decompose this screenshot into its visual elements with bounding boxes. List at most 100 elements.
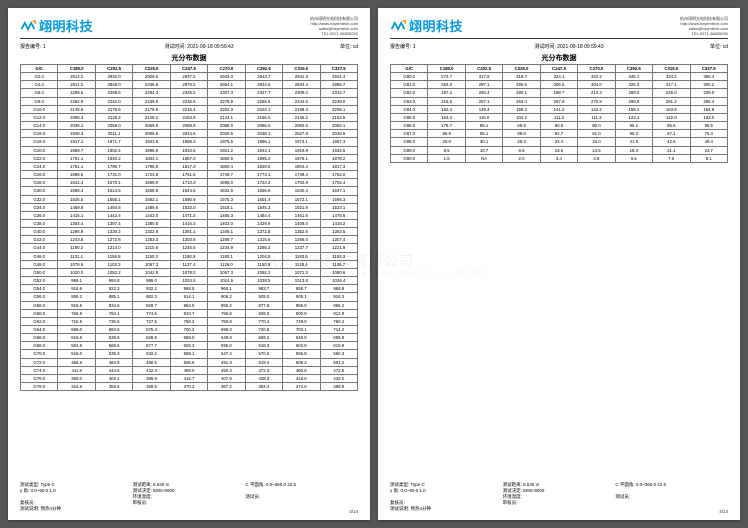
cell: 2148.6 [58,105,95,113]
cell: 810.7 [170,309,207,317]
cell: 1840.2 [95,154,132,162]
cell: 2146.2 [283,113,320,121]
cell: 1415.1 [58,211,95,219]
cell: 1724.3 [245,179,282,187]
table-row: G58.0815.5834.5829.7863.5855.2877.5855.0… [21,301,358,309]
company-tel: TEL:0571-56835290 [680,31,728,36]
cell: 9.8 [503,146,540,154]
cell: 141.2 [540,105,577,113]
cell: G30.0 [21,187,58,195]
cell: 1917.1 [58,138,95,146]
cell: G68.0 [21,342,58,350]
table-row: G89.08.510.79.813.514.518.321.124.7 [391,146,728,154]
table-row: G18.01917.11971.71933.51988.31975.61996.… [21,138,358,146]
cell: 1702.9 [283,179,320,187]
cell: 2244.6 [283,97,320,105]
cell: 760.2 [320,317,358,325]
cell: 418.5 [283,374,320,382]
cell: 1749.4 [283,171,320,179]
cell: 1796.5 [133,162,170,170]
table-row: G8.02282.92242.02249.02236.52278.92258.6… [21,97,358,105]
cell: 3.4 [540,154,577,162]
cell: 735.5 [95,317,132,325]
cell: 322.2 [578,73,615,81]
cell: 2178.6 [95,105,132,113]
logo: 翊明科技 [390,16,463,35]
cell: 280.4 [465,89,502,97]
cell: G74.0 [21,366,58,374]
logo-text: 翊明科技 [409,16,463,35]
cell: 2258.6 [245,97,282,105]
cell: 2088.8 [170,122,207,130]
cell: 1575.3 [208,195,245,203]
cell: 257.1 [465,97,502,105]
cell: 459.0 [170,366,207,374]
cell: 1555.1 [95,195,132,203]
cell: 197.2 [428,89,465,97]
cell: 1670.1 [95,179,132,187]
cell: 1193.3 [320,252,358,260]
cell: G44.0 [21,244,58,252]
table-row: G87.096.955.188.892.791.086.367.176.3 [391,130,728,138]
cell: 1494.6 [95,203,132,211]
cell: 1552.1 [133,195,170,203]
cell: 932.2 [133,285,170,293]
col-header: C270.0 [208,65,245,73]
cell: 358.5 [95,383,132,391]
cell: 968.5 [170,285,207,293]
cell: 345.1 [615,73,652,81]
cell: NA [465,154,502,162]
logo-icon [390,18,406,34]
cell: 1272.8 [95,236,132,244]
cell: 304.0 [578,81,615,89]
col-header: C247.5 [170,65,207,73]
cell: 698.3 [208,326,245,334]
cell: 1869.9 [208,154,245,162]
cell: 2278.9 [208,97,245,105]
cell: 649.8 [208,334,245,342]
table-row: G88.020.030.128.333.434.041.542.649.4 [391,138,728,146]
cell: 610.9 [320,342,358,350]
cell: 289.0 [615,89,652,97]
cell: 158.1 [615,105,652,113]
cell: 2325.2 [170,89,207,97]
table-row: G30.01598.31614.51608.61644.51632.91656.… [21,187,358,195]
cell: G84.0 [391,105,428,113]
cell: 2309.0 [283,89,320,97]
cell: 159.2 [503,105,540,113]
cell: 85.1 [465,122,502,130]
table-row: G14.02035.12058.02059.02088.82088.02096.… [21,122,358,130]
table-row: G36.01415.11442.41443.01471.21455.31484.… [21,211,358,219]
cell: 182.4 [428,105,465,113]
cell: G72.0 [21,358,58,366]
cell: 253.0 [428,81,465,89]
cell: 1078.0 [170,268,207,276]
cell: G8.0 [21,97,58,105]
cell: 2058.0 [95,122,132,130]
cell: 675.3 [133,326,170,334]
cell: 1296.0 [283,236,320,244]
cell: 1322.8 [133,228,170,236]
cell: 1598.3 [58,187,95,195]
cell: 1136.7 [320,260,358,268]
cell: 20.0 [428,138,465,146]
cell: G56.0 [21,293,58,301]
cell: 116.0 [465,113,502,121]
cell: 1948.3 [58,130,95,138]
cell: 1156.8 [95,252,132,260]
cell: 297.1 [465,81,502,89]
cell: 465.6 [58,358,95,366]
cell: 714.2 [320,326,358,334]
cell: 869.2 [58,293,95,301]
cell: 296.4 [690,97,728,105]
cell: 505.8 [170,358,207,366]
table-row: G6.02299.62298.62284.32325.22307.32327.7… [21,89,358,97]
cell: 9.1 [690,154,728,162]
cell: 929.0 [245,293,282,301]
cell: 1878.2 [320,154,358,162]
cell: 1131.1 [58,252,95,260]
cell: 215.5 [428,97,465,105]
cell: 616.6 [58,334,95,342]
cell: 42.6 [653,138,690,146]
cell: 1919.8 [283,146,320,154]
